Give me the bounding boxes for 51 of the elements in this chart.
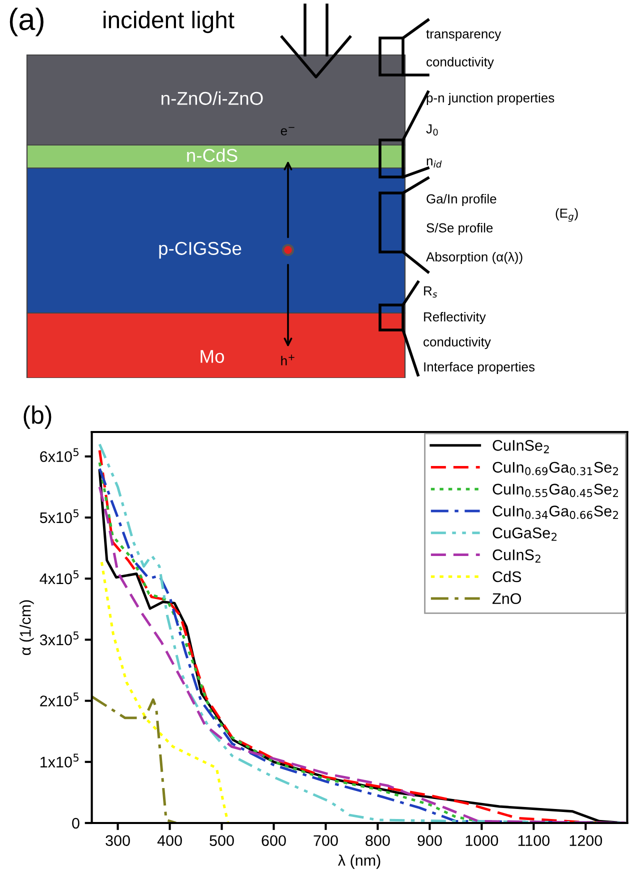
text: e$^{−}$ bbox=[280, 127, 294, 136]
text: (a) bbox=[10, 8, 44, 36]
text: n-CdS bbox=[187, 148, 238, 162]
text: Ga/In profile bbox=[426, 194, 496, 206]
text: p-n junction properties bbox=[426, 92, 554, 106]
text: Absorption (α(λ)) bbox=[426, 252, 522, 264]
legend-label: CdS bbox=[492, 570, 522, 582]
line-series bbox=[100, 560, 230, 823]
x-tick-label: 700 bbox=[314, 835, 338, 846]
y-tick-label: 6x10$^{5}$ bbox=[40, 448, 79, 462]
y-tick-label: 4x10$^{5}$ bbox=[40, 570, 79, 584]
text: conductivity bbox=[426, 56, 494, 70]
x-tick-label: 600 bbox=[262, 835, 286, 846]
x-tick-label: 900 bbox=[418, 835, 442, 846]
line-series bbox=[92, 695, 178, 823]
legend-label: CuIn$_{0.55}$Ga$_{0.45}$Se$_{2}$ bbox=[492, 484, 618, 498]
x-tick-label: 1000 bbox=[466, 835, 498, 846]
text: J$_{0}$ bbox=[426, 124, 438, 136]
legend-label: CuGaSe$_{2}$ bbox=[492, 528, 556, 541]
chart-title: (b) bbox=[24, 406, 52, 429]
x-axis-title: λ (nm) bbox=[338, 854, 380, 869]
legend-label: ZnO bbox=[492, 593, 522, 604]
y-tick-label: 1x10$^{5}$ bbox=[40, 754, 79, 768]
x-tick-label: 1200 bbox=[570, 835, 602, 846]
y-tick-label: 3x10$^{5}$ bbox=[40, 632, 79, 646]
legend-label: CuInSe$_{2}$ bbox=[492, 440, 549, 454]
text: conductivity bbox=[424, 336, 491, 350]
x-tick-label: 300 bbox=[106, 835, 130, 846]
text: R$_{s}$ bbox=[424, 286, 438, 298]
legend-label: CuInS$_{2}$ bbox=[492, 549, 540, 563]
x-tick-label: 400 bbox=[157, 835, 182, 846]
legend-label: CuIn$_{0.34}$Ga$_{0.66}$Se$_{2}$ bbox=[492, 506, 618, 519]
text: incident light bbox=[104, 10, 234, 34]
text: (E$_{g}$) bbox=[556, 208, 578, 222]
text: p-CIGSSe bbox=[159, 242, 242, 259]
text: n$_{id}$ bbox=[426, 158, 442, 168]
text: transparency bbox=[426, 30, 502, 42]
text: S/Se profile bbox=[426, 222, 493, 236]
text: Interface properties bbox=[424, 362, 535, 374]
x-tick-label: 500 bbox=[210, 835, 234, 846]
text: Mo bbox=[200, 350, 224, 363]
x-tick-label: 1100 bbox=[518, 835, 550, 846]
text: Reflectivity bbox=[424, 312, 486, 324]
x-tick-label: 800 bbox=[366, 835, 390, 846]
y-tick-label: 5x10$^{5}$ bbox=[40, 509, 79, 524]
y-tick-label: 2x10$^{5}$ bbox=[40, 692, 79, 706]
y-axis-title: α (1/cm) bbox=[20, 600, 34, 656]
y-tick-label: 0 bbox=[72, 818, 80, 829]
text: h$^{+}$ bbox=[281, 354, 294, 366]
text: n-ZnO/i-ZnO bbox=[162, 91, 263, 105]
legend-label: CuIn$_{0.69}$Ga$_{0.31}$Se$_{2}$ bbox=[492, 462, 618, 476]
